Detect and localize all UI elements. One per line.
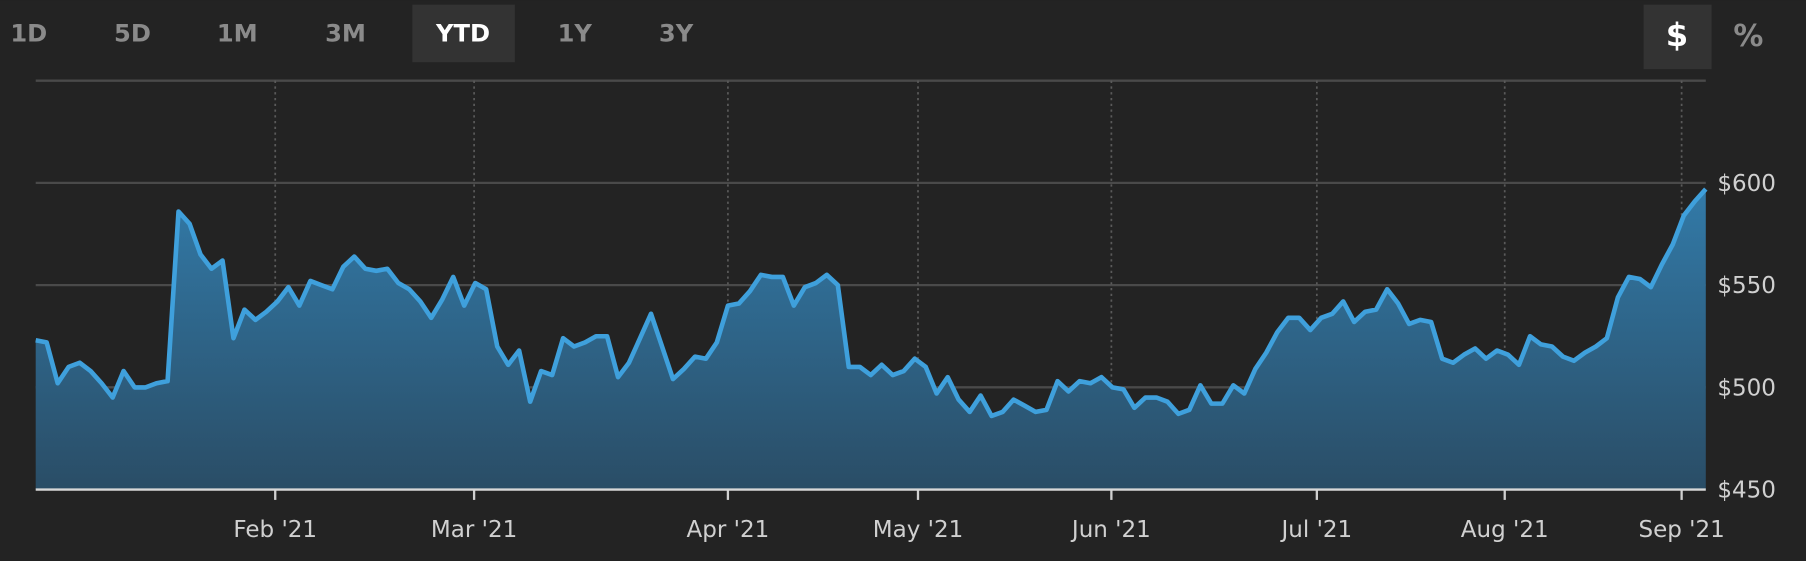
x-tick-label: Jul '21	[1279, 517, 1352, 543]
range-button[interactable]: 5D	[114, 20, 151, 48]
y-tick-label: $600	[1717, 171, 1776, 197]
y-tick-label: $500	[1717, 375, 1776, 401]
unit-button[interactable]: $	[1666, 16, 1688, 54]
x-tick-label: Feb '21	[233, 517, 317, 543]
range-button[interactable]: 1Y	[558, 20, 593, 48]
area	[35, 189, 1706, 490]
range-selector: 1D 5D 1M 3M YTD 1Y 3Y	[10, 4, 694, 63]
x-tick-label: Jun '21	[1070, 517, 1151, 543]
active-button-bg	[1643, 4, 1712, 70]
y-tick-label: $550	[1717, 273, 1776, 299]
range-button[interactable]: 3Y	[659, 20, 694, 48]
range-button[interactable]: YTD	[435, 20, 490, 48]
unit-selector: $ %	[1643, 4, 1763, 70]
x-tick-label: Mar '21	[431, 517, 517, 543]
range-button[interactable]: 1D	[10, 20, 47, 48]
range-button[interactable]: 3M	[325, 20, 366, 48]
x-tick-label: May '21	[873, 517, 964, 543]
x-tick-label: Apr '21	[687, 517, 770, 543]
x-tick-label: Aug '21	[1461, 517, 1549, 543]
y-tick-label: $450	[1717, 478, 1776, 504]
active-button-bg	[412, 4, 515, 63]
x-tick-label: Sep '21	[1638, 517, 1724, 543]
range-button[interactable]: 1M	[217, 20, 258, 48]
line	[35, 187, 1708, 419]
unit-button[interactable]: %	[1733, 19, 1763, 54]
